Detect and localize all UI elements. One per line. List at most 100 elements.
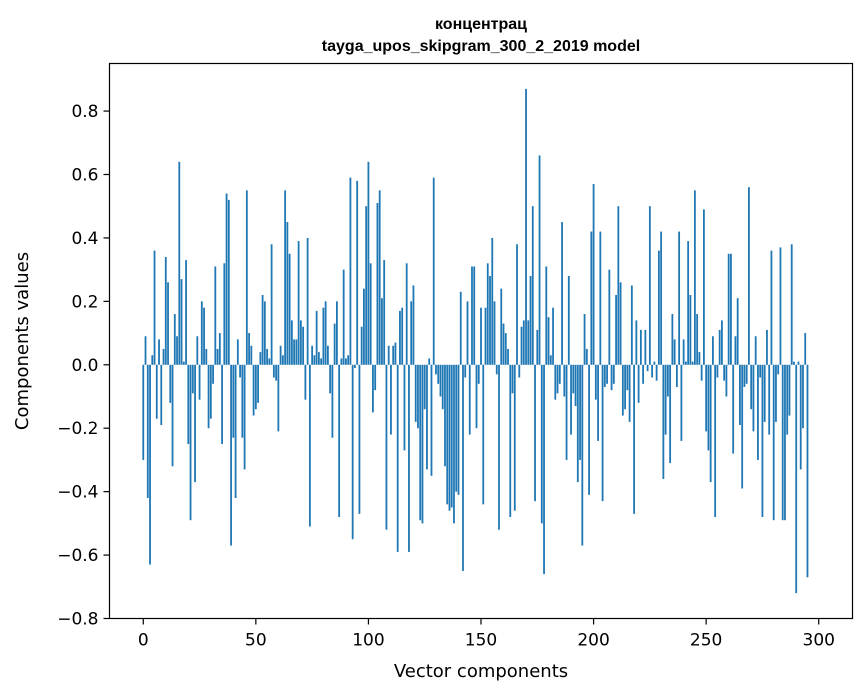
bar-186: [561, 222, 563, 365]
bar-167: [518, 364, 521, 378]
bar-100: [367, 161, 370, 365]
bar-284: [781, 364, 784, 521]
bar-160: [502, 323, 505, 365]
bar-61: [279, 345, 282, 365]
bar-215: [626, 364, 629, 391]
bar-286: [786, 364, 789, 435]
bar-111: [392, 345, 395, 365]
bar-136: [448, 364, 451, 511]
bar-195: [581, 364, 584, 546]
bar-208: [610, 364, 613, 391]
bar-256: [718, 329, 721, 365]
bar-231: [662, 364, 665, 479]
bar-24: [196, 336, 199, 365]
bar-125: [423, 364, 426, 410]
bar-26: [200, 301, 203, 365]
bar-78: [317, 352, 320, 365]
bar-253: [712, 336, 714, 365]
bar-119: [410, 301, 413, 365]
bar-112: [394, 342, 397, 365]
bar-83: [329, 364, 332, 394]
bar-255: [716, 364, 719, 378]
bar-240: [682, 339, 685, 365]
bar-96: [358, 364, 361, 514]
bar-265: [739, 364, 741, 426]
bar-110: [390, 364, 392, 435]
bar-234: [669, 364, 672, 464]
bar-37: [225, 193, 228, 365]
bar-16: [178, 161, 181, 365]
bar-249: [703, 209, 705, 365]
bar-74: [308, 364, 311, 527]
bar-63: [284, 190, 287, 365]
bar-106: [381, 298, 383, 365]
bar-79: [320, 358, 323, 365]
bar-212: [619, 282, 622, 365]
bar-270: [750, 364, 753, 410]
bar-183: [554, 364, 557, 400]
bar-140: [457, 364, 460, 495]
bar-191: [572, 364, 575, 394]
bar-58: [272, 364, 275, 378]
bar-288: [790, 244, 793, 365]
bar-161: [504, 333, 507, 365]
bar-276: [763, 364, 766, 422]
bar-279: [770, 250, 773, 365]
bar-289: [793, 361, 795, 365]
bar-117: [405, 263, 408, 365]
bar-38: [227, 199, 230, 365]
x-tick-label: 250: [690, 631, 722, 651]
bar-143: [464, 364, 467, 378]
bar-273: [757, 364, 759, 460]
bar-146: [471, 266, 473, 365]
bar-86: [336, 301, 338, 365]
bar-39: [230, 364, 232, 546]
bar-280: [772, 364, 775, 521]
bar-165: [513, 364, 516, 511]
bar-138: [453, 364, 455, 524]
bar-59: [275, 364, 278, 381]
bar-126: [426, 364, 428, 470]
bar-51: [257, 364, 259, 403]
bar-67: [293, 339, 296, 365]
bar-80: [322, 307, 325, 365]
x-tick-label: 200: [577, 631, 609, 651]
bar-32: [214, 266, 217, 365]
bar-169: [522, 320, 525, 365]
bar-42: [236, 339, 239, 365]
bar-287: [788, 364, 791, 416]
bar-175: [536, 329, 539, 365]
bar-206: [606, 364, 608, 384]
bar-92: [349, 177, 352, 365]
bar-221: [639, 329, 642, 365]
bar-178: [543, 364, 545, 575]
y-tick-label: 0.2: [71, 292, 98, 312]
bar-259: [725, 364, 728, 397]
y-axis-label: Components values: [12, 252, 33, 430]
bar-176: [538, 155, 541, 365]
bar-163: [509, 364, 512, 518]
bar-179: [545, 266, 548, 365]
bar-248: [700, 364, 703, 381]
bar-4: [151, 355, 154, 365]
bar-130: [435, 364, 437, 375]
bar-69: [297, 241, 300, 365]
bar-201: [594, 364, 597, 400]
bar-204: [601, 364, 604, 502]
bar-293: [802, 364, 804, 429]
bar-150: [480, 307, 482, 365]
y-tick-label: 0.8: [71, 102, 98, 122]
y-tick-label: 0.6: [71, 166, 98, 186]
bar-97: [360, 326, 363, 365]
bar-55: [266, 348, 269, 365]
bar-170: [525, 88, 527, 365]
bar-217: [630, 285, 633, 365]
bar-14: [173, 314, 176, 365]
bar-218: [633, 364, 635, 514]
bar-31: [212, 364, 214, 384]
bar-98: [363, 288, 365, 365]
bar-247: [698, 352, 701, 365]
bar-127: [428, 358, 431, 365]
bar-168: [520, 326, 523, 365]
bar-207: [608, 269, 611, 365]
